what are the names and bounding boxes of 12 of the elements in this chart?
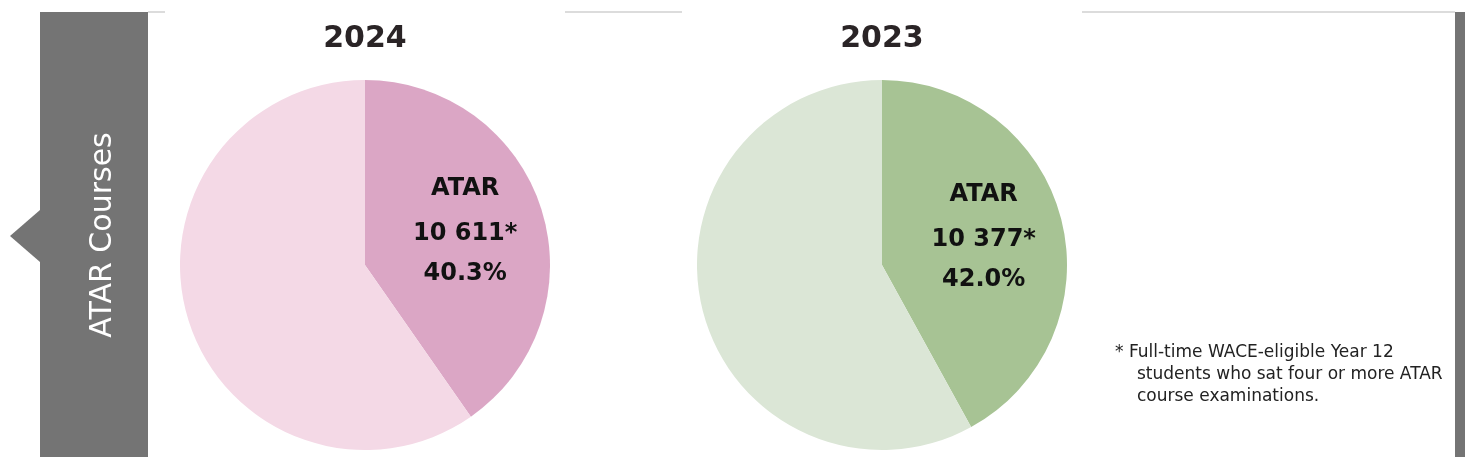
text: * Full-time WACE-eligible Year 12 students who sat four or more ATAR course examinations. [1115, 340, 1444, 406]
pie-slice [365, 80, 550, 417]
text: 10 377* [931, 223, 1036, 252]
pie-slice [882, 80, 1067, 428]
text: ATAR Courses [82, 132, 118, 338]
chart-title: 2024 [323, 19, 407, 54]
slice-label: ATAR [431, 173, 500, 202]
data-label: 42.0% [942, 263, 1026, 292]
slice-label: ATAR [949, 178, 1018, 207]
chart-title: 2023 [840, 19, 924, 54]
data-label: 40.3% [423, 258, 507, 287]
text: 10 611* [412, 218, 518, 247]
